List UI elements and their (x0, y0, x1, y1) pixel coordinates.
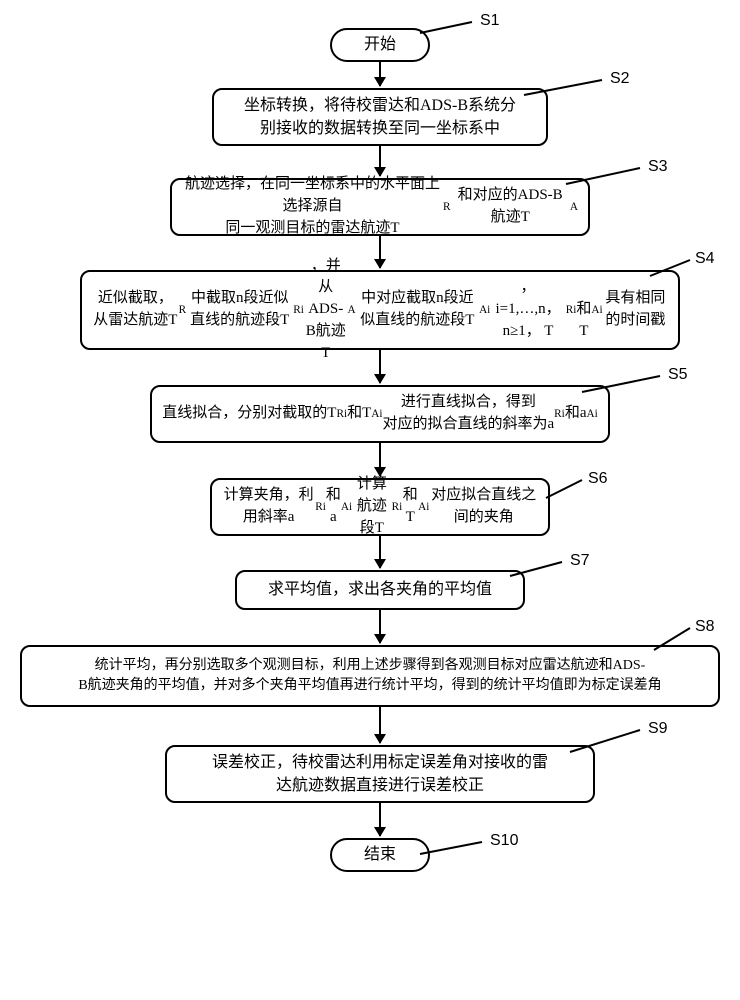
callout-line-s9 (570, 730, 642, 754)
flow-node-s9: 误差校正，待校雷达利用标定误差角对接收的雷达航迹数据直接进行误差校正 (165, 745, 595, 803)
step-label-s4: S4 (695, 250, 715, 268)
step-label-s7: S7 (570, 552, 590, 570)
flow-arrow-2 (379, 146, 381, 176)
callout-line-s4 (650, 260, 692, 278)
flow-node-s7: 求平均值，求出各夹角的平均值 (235, 570, 525, 610)
callout-line-s1 (420, 22, 474, 35)
flow-node-s3: 航迹选择，在同一坐标系中的水平面上选择源自同一观测目标的雷达航迹TR和对应的AD… (170, 178, 590, 236)
step-label-s6: S6 (588, 470, 608, 488)
step-label-s5: S5 (668, 366, 688, 384)
step-label-s10: S10 (490, 832, 518, 850)
step-label-s1: S1 (480, 12, 500, 30)
callout-line-s10 (420, 842, 484, 856)
callout-line-s6 (546, 480, 584, 500)
flow-node-s4: 近似截取，从雷达航迹TR中截取n段近似直线的航迹段TRi，并从ADS-B航迹TA… (80, 270, 680, 350)
callout-line-s5 (582, 376, 662, 394)
flow-node-s6: 计算夹角，利用斜率aRi和aAi计算航迹段TRi和TAi对应拟合直线之间的夹角 (210, 478, 550, 536)
callout-line-s2 (524, 80, 604, 97)
flow-node-s1: 开始 (330, 28, 430, 62)
flow-arrow-6 (379, 536, 381, 568)
step-label-s3: S3 (648, 158, 668, 176)
flow-node-s8: 统计平均，再分别选取多个观测目标，利用上述步骤得到各观测目标对应雷达航迹和ADS… (20, 645, 720, 707)
flow-arrow-3 (379, 236, 381, 268)
flow-arrow-9 (379, 803, 381, 836)
flow-arrow-1 (379, 62, 381, 86)
flow-node-s2: 坐标转换，将待校雷达和ADS-B系统分别接收的数据转换至同一坐标系中 (212, 88, 548, 146)
flow-arrow-5 (379, 443, 381, 476)
callout-line-s3 (566, 168, 642, 186)
step-label-s8: S8 (695, 618, 715, 636)
flowchart-container: 开始坐标转换，将待校雷达和ADS-B系统分别接收的数据转换至同一坐标系中航迹选择… (0, 0, 740, 1000)
flow-arrow-7 (379, 610, 381, 643)
callout-line-s7 (510, 562, 564, 578)
flow-arrow-8 (379, 707, 381, 743)
callout-line-s8 (654, 628, 692, 652)
step-label-s2: S2 (610, 70, 630, 88)
flow-arrow-4 (379, 350, 381, 383)
flow-node-s5: 直线拟合，分别对截取的TRi和TAi进行直线拟合，得到对应的拟合直线的斜率为aR… (150, 385, 610, 443)
flow-node-s10: 结束 (330, 838, 430, 872)
step-label-s9: S9 (648, 720, 668, 738)
